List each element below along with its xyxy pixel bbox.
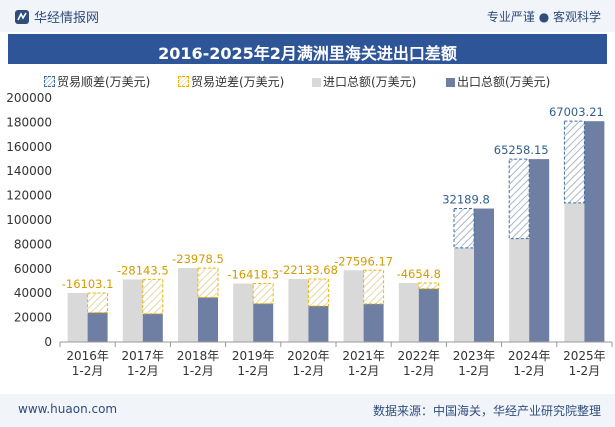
x-tick-label: 1-2月 (403, 364, 435, 378)
x-tick-label: 1-2月 (293, 364, 325, 378)
x-tick-label: 2016年 (66, 349, 109, 363)
deficit-value-label: -16103.1 (62, 277, 114, 291)
slogan: 专业严谨 ● 客观科学 (486, 10, 601, 24)
surplus-value-label: 32189.8 (442, 193, 490, 207)
top-bar: 华经情报网 专业严谨 ● 客观科学 (0, 0, 615, 32)
export-bar (584, 121, 605, 343)
brand: 华经情报网 (14, 7, 99, 26)
y-tick-label: 200000 (6, 92, 52, 105)
x-tick-label: 2020年 (287, 349, 330, 363)
deficit-value-label: -28143.5 (117, 263, 169, 277)
x-tick-label: 1-2月 (458, 364, 490, 378)
chart-title: 2016-2025年2月满洲里海关进出口差额 (158, 44, 457, 63)
export-bar (308, 306, 329, 342)
export-bar (87, 312, 108, 342)
title-bar: 2016-2025年2月满洲里海关进出口差额 (8, 34, 607, 64)
deficit-box (307, 278, 329, 307)
deficit-box (418, 282, 440, 290)
y-tick-label: 40000 (14, 286, 52, 300)
deficit-value-label: -16418.3 (227, 268, 279, 282)
y-tick-label: 120000 (6, 189, 52, 203)
export-bar (418, 288, 439, 342)
export-bar (474, 208, 494, 342)
legend-label-export: 出口总额(万美元) (457, 75, 551, 89)
x-tick-label: 1-2月 (72, 364, 104, 378)
export-bar (529, 159, 550, 342)
export-bar (198, 297, 218, 342)
legend-swatch-surplus (44, 76, 55, 87)
deficit-box (252, 283, 274, 305)
surplus-value-label: 65258.15 (494, 143, 549, 157)
y-tick-label: 60000 (14, 262, 52, 276)
x-tick-label: 1-2月 (569, 364, 601, 378)
legend-item-import: 进口总额(万美元) (312, 73, 416, 90)
x-tick-label: 1-2月 (127, 364, 159, 378)
y-tick-label: 0 (44, 335, 52, 349)
legend-swatch-export (446, 78, 455, 87)
y-tick-label: 100000 (6, 213, 52, 227)
import-bar (233, 283, 254, 342)
brand-name: 华经情报网 (34, 11, 100, 26)
footer-source: 数据来源：中国海关，华经产业研究院整理 (372, 404, 601, 418)
export-bar (363, 303, 384, 342)
legend-swatch-import (312, 78, 321, 87)
x-tick-label: 2022年 (398, 349, 441, 363)
surplus-box (563, 120, 585, 204)
bar-chart: 0 20000 40000 60000 80000 100000 120000 140000 1… (6, 92, 613, 378)
deficit-box (142, 278, 164, 315)
y-tick-label: 180000 (6, 115, 52, 129)
legend-label-import: 进口总额(万美元) (323, 75, 417, 89)
surplus-box (508, 158, 530, 240)
legend-item-export: 出口总额(万美元) (446, 73, 550, 90)
deficit-box (87, 292, 109, 314)
import-bar (122, 279, 143, 342)
import-bar (564, 202, 585, 342)
legend-swatch-deficit (178, 76, 189, 87)
y-tick-label: 160000 (6, 140, 52, 154)
import-bar (178, 268, 198, 342)
x-tick-label: 2018年 (177, 349, 220, 363)
legend-label-surplus: 贸易顺差(万美元) (57, 75, 151, 89)
x-tick-label: 2023年 (453, 349, 496, 363)
x-tick-label: 1-2月 (237, 364, 269, 378)
deficit-value-label: -4654.8 (397, 267, 441, 281)
deficit-value-label: -23978.5 (172, 252, 224, 266)
y-tick-label: 80000 (14, 237, 52, 251)
surplus-value-label: 67003.21 (549, 105, 604, 119)
y-tick-label: 140000 (6, 164, 52, 178)
import-bar (343, 270, 364, 342)
x-tick-label: 2024年 (508, 349, 551, 363)
deficit-value-label: -22133.68 (279, 263, 338, 277)
import-bar (67, 292, 88, 342)
footer: www.huaon.com 数据来源：中国海关，华经产业研究院整理 (0, 394, 615, 427)
import-bar (509, 238, 530, 342)
x-tick-label: 2017年 (122, 349, 165, 363)
import-bar (398, 282, 419, 342)
legend-item-surplus: 贸易顺差(万美元) (44, 73, 150, 90)
y-tick-label: 20000 (14, 311, 52, 325)
x-tick-label: 2021年 (342, 349, 385, 363)
legend-label-deficit: 贸易逆差(万美元) (191, 75, 285, 89)
deficit-box (363, 269, 385, 305)
huajing-logo-icon (14, 9, 30, 25)
surplus-box (453, 208, 475, 249)
import-bar (288, 279, 309, 342)
import-bar (454, 247, 474, 342)
export-bar (253, 303, 274, 342)
deficit-box (197, 267, 219, 298)
y-axis: 0 20000 40000 60000 80000 100000 120000 140000 1… (6, 92, 52, 349)
chart-legend: 贸易顺差(万美元) 贸易逆差(万美元) 进口总额(万美元) 出口总额(万美元) (0, 70, 615, 92)
export-bar (142, 313, 163, 342)
footer-url: www.huaon.com (18, 402, 118, 416)
deficit-value-label: -27596.17 (334, 254, 393, 268)
legend-item-deficit: 贸易逆差(万美元) (178, 73, 284, 90)
x-tick-label: 2025年 (563, 349, 606, 363)
x-tick-label: 1-2月 (513, 364, 545, 378)
x-tick-label: 1-2月 (348, 364, 380, 378)
x-tick-label: 1-2月 (182, 364, 214, 378)
bars: -16103.1-28143.5-23978.5-16418.3 -22133.6… (62, 105, 605, 343)
x-axis: 2016年1-2月2017年1-2月2018年1-2月2019年1-2月2020… (59, 341, 613, 378)
x-tick-label: 2019年 (232, 349, 275, 363)
